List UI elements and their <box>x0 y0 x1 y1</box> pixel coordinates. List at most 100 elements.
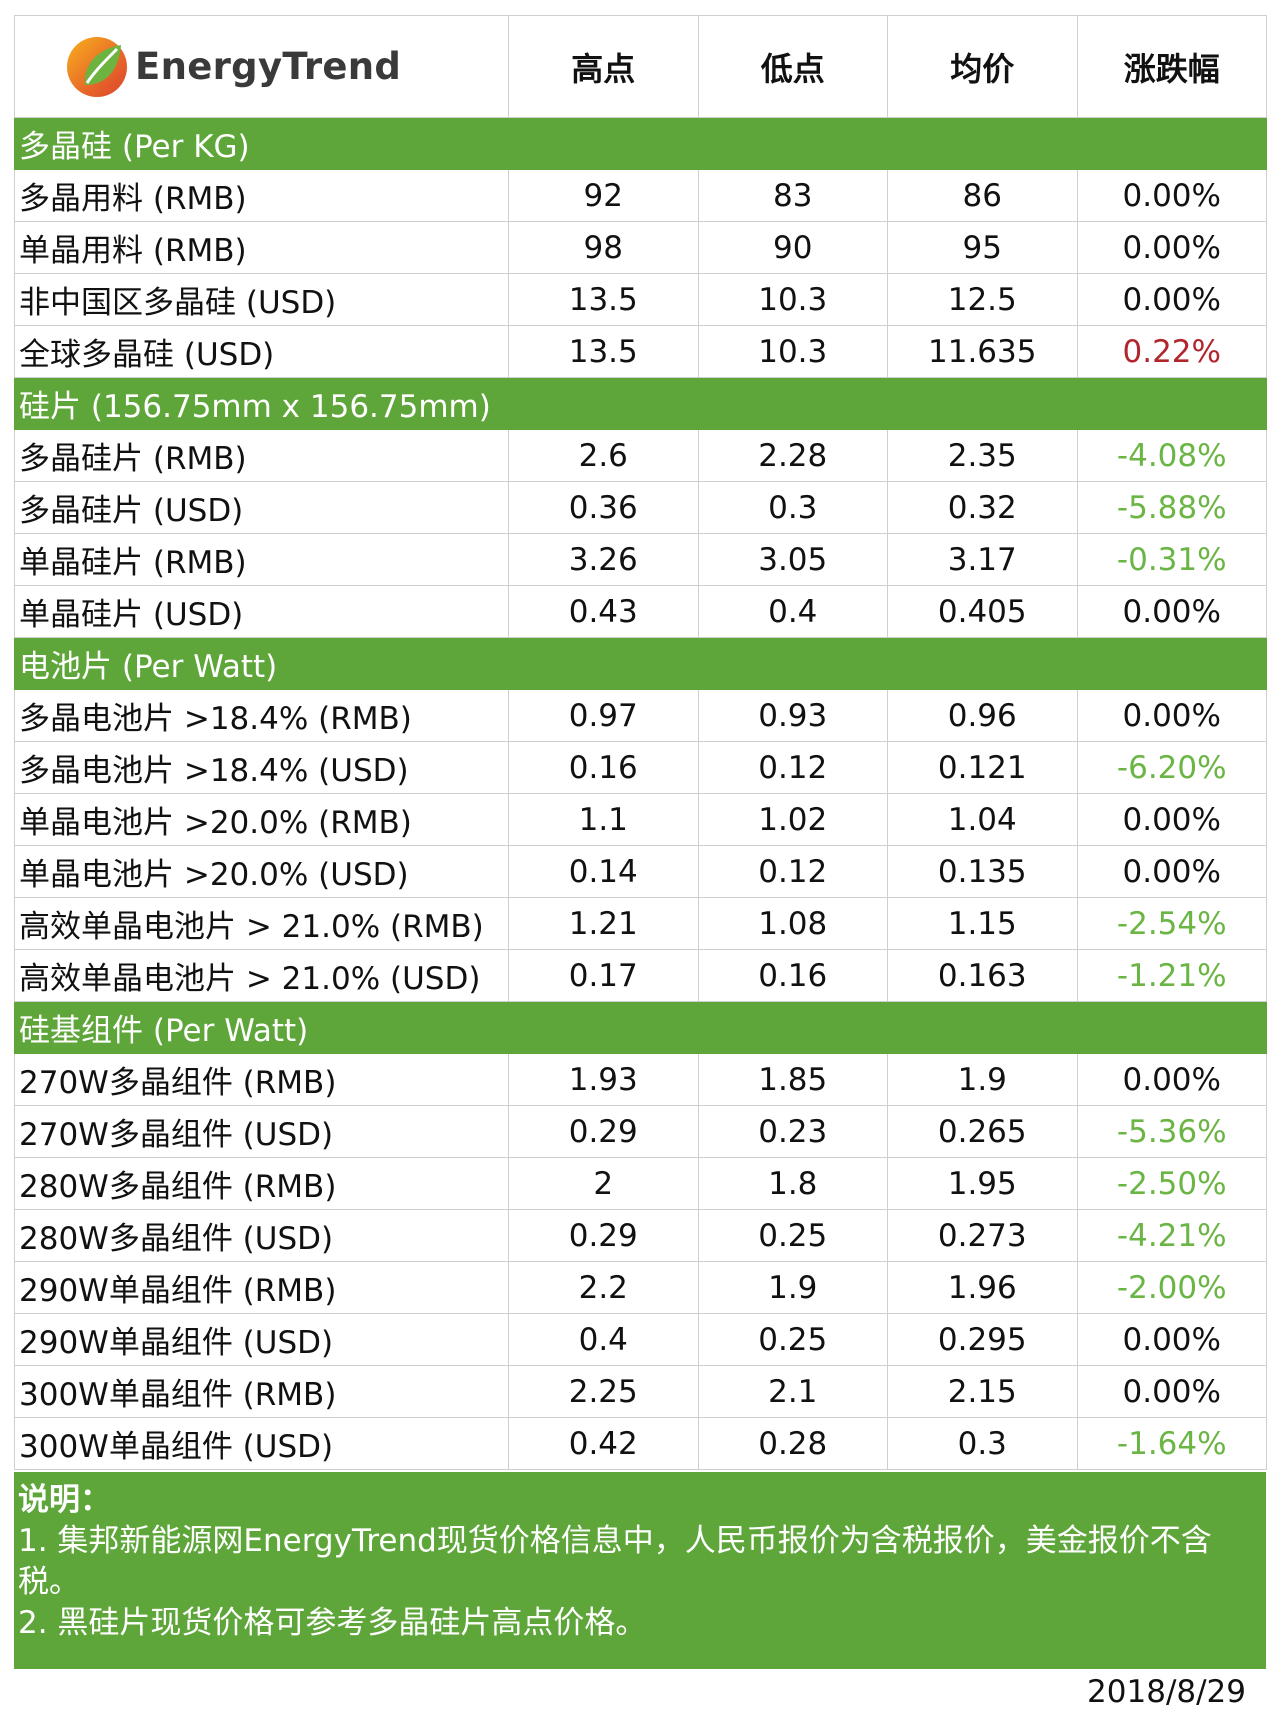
high-price-cell: 0.14 <box>508 845 699 898</box>
average-price-cell: 11.635 <box>887 325 1078 378</box>
product-name-cell: 全球多晶硅 (USD) <box>14 325 509 378</box>
product-name-cell: 单晶硅片 (USD) <box>14 585 509 638</box>
high-price-cell: 0.97 <box>508 689 699 742</box>
average-price-cell: 0.32 <box>887 481 1078 534</box>
high-price-cell: 0.17 <box>508 949 699 1002</box>
product-name-cell: 280W多晶组件 (RMB) <box>14 1157 509 1210</box>
table-row: 270W多晶组件 (USD) 0.29 0.23 0.265 -5.36% <box>14 1105 1267 1158</box>
high-price-cell: 98 <box>508 221 699 274</box>
high-price-cell: 13.5 <box>508 325 699 378</box>
change-cell: -2.50% <box>1076 1157 1267 1210</box>
high-price-cell: 1.93 <box>508 1053 699 1106</box>
price-table: EnergyTrend 高点 低点 均价 涨跌幅 多晶硅 (Per KG) 多晶用… <box>14 15 1267 1470</box>
table-row: 多晶电池片 >18.4% (USD) 0.16 0.12 0.121 -6.20% <box>14 741 1267 794</box>
table-row: 290W单晶组件 (USD) 0.4 0.25 0.295 0.00% <box>14 1313 1267 1366</box>
change-cell: -0.31% <box>1076 533 1267 586</box>
notes-title: 说明： <box>18 1482 111 1518</box>
table-row: 300W单晶组件 (USD) 0.42 0.28 0.3 -1.64% <box>14 1417 1267 1470</box>
price-table-container: EnergyTrend 高点 低点 均价 涨跌幅 多晶硅 (Per KG) 多晶用… <box>14 15 1267 1470</box>
product-name-cell: 单晶硅片 (RMB) <box>14 533 509 586</box>
section-title: 电池片 (Per Watt) <box>14 637 1267 690</box>
change-cell: -1.64% <box>1076 1417 1267 1470</box>
note-line-2: 2. 黑硅片现货价格可参考多晶硅片高点价格。 <box>18 1605 647 1641</box>
energytrend-logo: EnergyTrend <box>16 17 508 117</box>
low-price-cell: 0.12 <box>697 741 888 794</box>
change-cell: -2.54% <box>1076 897 1267 950</box>
low-price-cell: 1.85 <box>697 1053 888 1106</box>
change-cell: 0.00% <box>1076 793 1267 846</box>
high-price-cell: 0.29 <box>508 1105 699 1158</box>
average-price-cell: 0.3 <box>887 1417 1078 1470</box>
average-price-cell: 86 <box>887 169 1078 222</box>
notes-box: 说明： 1. 集邦新能源网EnergyTrend现货价格信息中，人民币报价为含税… <box>14 1472 1266 1669</box>
change-cell: -2.00% <box>1076 1261 1267 1314</box>
section-title: 多晶硅 (Per KG) <box>14 117 1267 170</box>
high-price-cell: 0.29 <box>508 1209 699 1262</box>
change-cell: -1.21% <box>1076 949 1267 1002</box>
low-price-cell: 0.25 <box>697 1313 888 1366</box>
leaf-logo-icon <box>67 36 127 97</box>
table-row: 高效单晶电池片 > 21.0% (RMB) 1.21 1.08 1.15 -2.54% <box>14 897 1267 950</box>
low-price-cell: 0.12 <box>697 845 888 898</box>
average-price-cell: 1.96 <box>887 1261 1078 1314</box>
product-name-cell: 多晶硅片 (USD) <box>14 481 509 534</box>
low-price-cell: 10.3 <box>697 325 888 378</box>
change-cell: 0.00% <box>1076 169 1267 222</box>
table-row: 单晶电池片 >20.0% (USD) 0.14 0.12 0.135 0.00% <box>14 845 1267 898</box>
section-header-row: 多晶硅 (Per KG) <box>14 117 1267 170</box>
change-cell: 0.00% <box>1076 221 1267 274</box>
high-price-cell: 1.21 <box>508 897 699 950</box>
average-price-cell: 0.273 <box>887 1209 1078 1262</box>
average-price-cell: 12.5 <box>887 273 1078 326</box>
product-name-cell: 单晶用料 (RMB) <box>14 221 509 274</box>
low-price-cell: 0.25 <box>697 1209 888 1262</box>
product-name-cell: 300W单晶组件 (USD) <box>14 1417 509 1470</box>
average-price-cell: 1.95 <box>887 1157 1078 1210</box>
change-cell: 0.22% <box>1076 325 1267 378</box>
high-price-cell: 0.42 <box>508 1417 699 1470</box>
high-price-cell: 1.1 <box>508 793 699 846</box>
change-cell: -6.20% <box>1076 741 1267 794</box>
high-price-cell: 2.6 <box>508 429 699 482</box>
section-header-row: 硅基组件 (Per Watt) <box>14 1001 1267 1054</box>
product-name-cell: 280W多晶组件 (USD) <box>14 1209 509 1262</box>
high-price-cell: 0.43 <box>508 585 699 638</box>
table-row: 300W单晶组件 (RMB) 2.25 2.1 2.15 0.00% <box>14 1365 1267 1418</box>
low-price-cell: 0.23 <box>697 1105 888 1158</box>
average-price-cell: 0.295 <box>887 1313 1078 1366</box>
change-cell: 0.00% <box>1076 845 1267 898</box>
low-price-cell: 0.3 <box>697 481 888 534</box>
change-cell: 0.00% <box>1076 1365 1267 1418</box>
low-price-cell: 1.08 <box>697 897 888 950</box>
change-cell: 0.00% <box>1076 585 1267 638</box>
table-row: 多晶电池片 >18.4% (RMB) 0.97 0.93 0.96 0.00% <box>14 689 1267 742</box>
table-row: 290W单晶组件 (RMB) 2.2 1.9 1.96 -2.00% <box>14 1261 1267 1314</box>
average-price-cell: 2.15 <box>887 1365 1078 1418</box>
header-row: EnergyTrend 高点 低点 均价 涨跌幅 <box>14 15 1267 118</box>
average-price-cell: 0.96 <box>887 689 1078 742</box>
table-row: 多晶用料 (RMB) 92 83 86 0.00% <box>14 169 1267 222</box>
high-price-cell: 2 <box>508 1157 699 1210</box>
change-cell: -5.88% <box>1076 481 1267 534</box>
section-title: 硅基组件 (Per Watt) <box>14 1001 1267 1054</box>
low-price-cell: 0.16 <box>697 949 888 1002</box>
low-price-cell: 3.05 <box>697 533 888 586</box>
high-price-cell: 0.36 <box>508 481 699 534</box>
low-price-cell: 0.28 <box>697 1417 888 1470</box>
product-name-cell: 多晶电池片 >18.4% (RMB) <box>14 689 509 742</box>
column-header-change: 涨跌幅 <box>1076 15 1267 118</box>
product-name-cell: 单晶电池片 >20.0% (USD) <box>14 845 509 898</box>
product-name-cell: 多晶电池片 >18.4% (USD) <box>14 741 509 794</box>
low-price-cell: 1.02 <box>697 793 888 846</box>
low-price-cell: 2.28 <box>697 429 888 482</box>
product-name-cell: 290W单晶组件 (RMB) <box>14 1261 509 1314</box>
high-price-cell: 2.2 <box>508 1261 699 1314</box>
low-price-cell: 0.4 <box>697 585 888 638</box>
average-price-cell: 0.163 <box>887 949 1078 1002</box>
table-row: 单晶硅片 (RMB) 3.26 3.05 3.17 -0.31% <box>14 533 1267 586</box>
low-price-cell: 90 <box>697 221 888 274</box>
change-cell: -5.36% <box>1076 1105 1267 1158</box>
table-row: 多晶硅片 (USD) 0.36 0.3 0.32 -5.88% <box>14 481 1267 534</box>
product-name-cell: 300W单晶组件 (RMB) <box>14 1365 509 1418</box>
average-price-cell: 0.121 <box>887 741 1078 794</box>
